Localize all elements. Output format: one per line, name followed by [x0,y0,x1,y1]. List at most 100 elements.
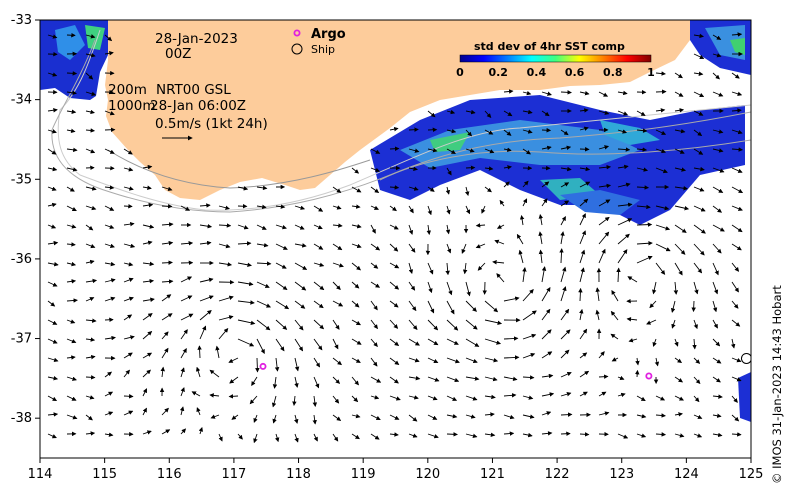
current-arrow [712,148,724,153]
current-arrow [123,148,133,155]
current-arrow [445,186,451,195]
current-arrow [484,300,499,313]
current-arrow [351,300,360,308]
current-arrow [693,395,700,403]
current-arrow [503,296,520,302]
current-arrow [465,165,476,170]
current-arrow [655,224,671,231]
current-arrow [655,205,670,211]
current-arrow [294,433,299,443]
current-arrow [617,392,626,398]
current-arrow [598,199,611,207]
current-arrow [408,148,420,153]
current-arrow [731,129,743,135]
current-arrow [351,167,360,174]
current-arrow [461,243,467,254]
current-arrow [655,129,667,135]
current-arrow [578,287,583,302]
sst-patch-central [370,95,745,225]
current-arrow [313,357,320,368]
current-arrow [693,433,703,438]
current-arrow [47,34,58,39]
current-arrow [712,394,723,399]
current-arrow [731,205,743,211]
current-arrow [598,391,607,397]
current-arrow [655,395,666,401]
current-arrow [104,278,116,283]
current-arrow [636,185,650,190]
current-arrow [142,164,153,170]
current-arrow [465,319,478,330]
current-arrow [294,376,299,388]
current-arrow [161,429,171,435]
current-arrow [674,186,688,191]
current-arrow [66,395,77,401]
current-arrow [560,308,570,321]
current-arrow [251,376,258,387]
current-arrow [655,262,666,275]
current-arrow [636,433,647,438]
current-arrow [538,214,544,226]
current-arrow [616,267,621,283]
current-arrow [560,412,573,417]
current-arrow [579,90,590,96]
current-arrow [47,108,58,113]
current-arrow [730,338,736,349]
current-arrow [142,407,147,416]
current-arrow [104,34,113,42]
x-tick-label: 125 [739,467,764,482]
current-arrow [427,205,432,216]
current-arrow [693,224,706,234]
current-arrow [446,357,460,364]
current-arrow [180,367,185,378]
current-arrow [408,433,418,438]
current-arrow [465,281,471,297]
current-arrow [370,205,379,210]
current-arrow [210,414,220,419]
current-arrow [636,413,647,419]
current-arrow [180,348,187,359]
current-arrow [218,295,234,302]
credit-label: © IMOS 31-Jan-2023 14:43 Hobart [770,285,784,484]
current-arrow [408,395,419,400]
current-arrow [218,243,231,249]
current-arrow [256,338,265,354]
current-arrow [484,394,496,400]
current-arrow [218,223,232,228]
current-arrow [652,281,657,295]
colorbar-tick-label: 0.4 [527,66,547,79]
current-arrow [598,164,612,170]
current-arrow [408,414,418,422]
current-arrow [560,371,572,378]
current-arrow [693,357,701,364]
current-arrow [66,319,76,324]
current-arrow [332,186,342,193]
current-arrow [560,329,571,340]
current-arrow [313,376,320,389]
current-arrow [503,181,510,188]
current-arrow [161,186,173,192]
current-arrow [209,393,220,398]
current-arrow [541,181,550,188]
current-arrow [522,395,534,400]
current-arrow [617,182,631,188]
current-arrow [351,357,361,363]
current-arrow [123,314,133,321]
current-arrow [691,300,696,313]
current-arrow [47,376,59,381]
current-arrow [579,328,588,340]
argo-legend-label: Argo [311,27,346,42]
current-arrow [292,395,297,406]
current-arrow [294,205,306,210]
current-arrow [85,224,94,231]
current-arrow [693,186,705,192]
current-arrow [731,432,742,437]
current-arrow [253,433,258,444]
current-arrow [142,331,153,340]
current-arrow [104,51,114,56]
current-arrow [389,146,400,151]
current-arrow [595,309,600,321]
current-arrow [180,276,193,283]
current-arrow [541,145,552,151]
current-arrow [85,431,96,436]
